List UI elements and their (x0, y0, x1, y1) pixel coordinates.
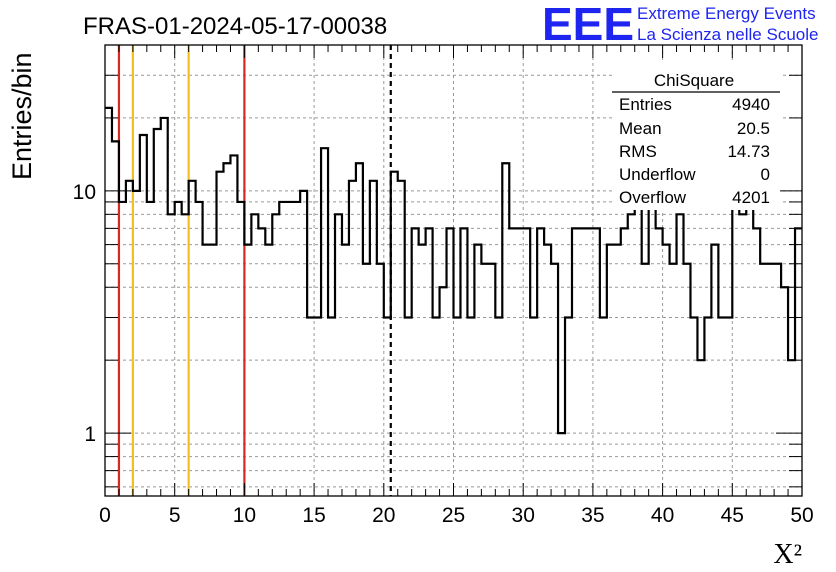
axis-ticks (104, 44, 803, 496)
stats-value-overflow: 4201 (732, 188, 770, 207)
stats-value-mean: 20.5 (737, 119, 770, 138)
x-tick-label: 50 (790, 504, 813, 527)
eee-logo: EEE (542, 0, 634, 50)
x-tick-label: 10 (233, 504, 256, 527)
plot-frame (104, 44, 803, 497)
x-tick-label: 30 (512, 504, 535, 527)
x-tick-label: 20 (372, 504, 395, 527)
y-tick-label: 10 (73, 181, 96, 204)
tick-labels: 0 5 10 15 20 25 30 35 40 45 50 1 10 (73, 181, 814, 527)
eee-logo-line1: Extreme Energy Events (637, 4, 816, 23)
stats-title: ChiSquare (654, 71, 734, 90)
y-axis-label: Entries/bin (7, 52, 37, 180)
stats-label-underflow: Underflow (619, 165, 696, 184)
y-tick-label: 1 (84, 423, 96, 446)
x-tick-label: 40 (651, 504, 674, 527)
stats-value-entries: 4940 (732, 95, 770, 114)
stats-value-rms: 14.73 (727, 142, 770, 161)
x-tick-label: 0 (99, 504, 111, 527)
eee-logo-line2: La Scienza nelle Scuole (637, 25, 818, 44)
x-tick-label: 45 (721, 504, 744, 527)
stats-value-underflow: 0 (761, 165, 770, 184)
x-tick-label: 5 (169, 504, 181, 527)
x-axis-label: X² (773, 539, 802, 570)
stats-label-rms: RMS (619, 142, 657, 161)
chart-title: FRAS-01-2024-05-17-00038 (83, 13, 387, 40)
stats-label-entries: Entries (619, 95, 672, 114)
x-tick-label: 15 (302, 504, 325, 527)
x-tick-label: 25 (442, 504, 465, 527)
x-tick-label: 35 (581, 504, 604, 527)
stats-box: ChiSquare Entries 4940 Mean 20.5 RMS 14.… (612, 60, 780, 210)
histogram-outline (105, 106, 802, 435)
stats-label-mean: Mean (619, 119, 662, 138)
stats-label-overflow: Overflow (619, 188, 687, 207)
